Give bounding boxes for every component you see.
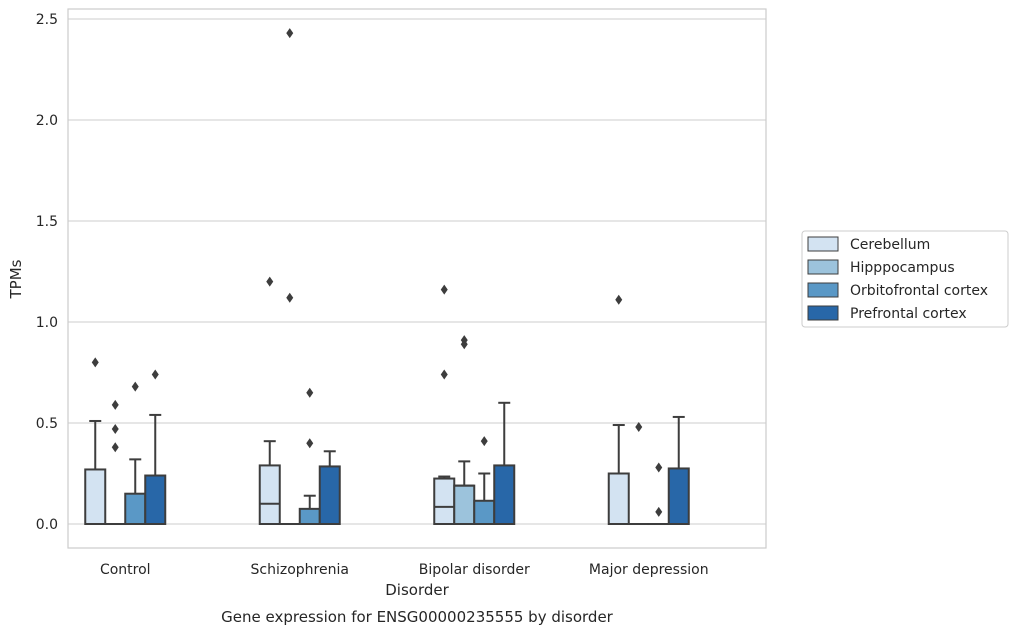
x-axis-title: Disorder	[385, 581, 449, 599]
box-body	[453, 484, 476, 525]
outlier-point	[111, 442, 119, 453]
box-hipppocampus	[104, 399, 127, 526]
legend: Cerebellum Hipppocampus Orbitofrontal cort…	[801, 230, 1009, 328]
y-tick-label: 2.5	[36, 12, 58, 28]
box-body	[144, 474, 167, 525]
box-body	[84, 468, 107, 525]
grid-lines	[68, 18, 766, 525]
box-body	[607, 472, 630, 525]
outlier-point	[111, 399, 119, 410]
box-prefrontal-cortex	[318, 450, 341, 525]
outlier-point	[655, 506, 663, 517]
box-orbitofrontal-cortex	[647, 462, 670, 526]
box-body	[124, 492, 147, 526]
legend-swatch	[807, 236, 839, 252]
box-cerebellum	[433, 284, 456, 525]
outlier-point	[655, 462, 663, 473]
chart-title: Gene expression for ENSG00000235555 by d…	[221, 608, 614, 626]
legend-swatch	[807, 282, 839, 298]
x-tick-label: Schizophrenia	[251, 562, 349, 578]
y-tick-label: 2.0	[36, 113, 58, 129]
legend-frame	[801, 230, 1009, 328]
outlier-point	[306, 438, 314, 449]
outlier-point	[91, 357, 99, 368]
y-axis-title: TPMs	[7, 259, 25, 299]
plot-frame	[67, 8, 767, 549]
box-orbitofrontal-cortex	[298, 387, 321, 526]
y-tick-label: 0.0	[36, 517, 58, 533]
box-orbitofrontal-cortex	[124, 381, 147, 526]
outlier-point	[440, 284, 448, 295]
box-cerebellum	[84, 357, 107, 525]
box-hipppocampus	[627, 422, 650, 526]
box-body	[318, 465, 341, 525]
box-body	[493, 464, 516, 526]
legend-swatch	[807, 259, 839, 275]
outlier-point	[306, 387, 314, 398]
box-prefrontal-cortex	[144, 369, 167, 525]
y-axis-tick-labels: 0.0 0.5 1.0 1.5 2.0 2.5	[36, 12, 58, 533]
outlier-point	[151, 369, 159, 380]
outlier-point	[131, 381, 139, 392]
outlier-point	[480, 436, 488, 447]
outlier-point	[615, 294, 623, 305]
box-cerebellum	[258, 276, 281, 526]
legend-swatch	[807, 305, 839, 321]
box-prefrontal-cortex	[493, 401, 516, 526]
y-tick-label: 0.5	[36, 416, 58, 432]
box-body	[298, 507, 321, 526]
y-tick-label: 1.5	[36, 214, 58, 230]
box-prefrontal-cortex	[667, 415, 690, 526]
x-tick-label: Control	[100, 562, 151, 578]
box-body	[667, 467, 690, 526]
box-hipppocampus	[278, 28, 301, 526]
outlier-point	[286, 28, 294, 39]
y-tick-label: 1.0	[36, 315, 58, 331]
x-tick-label: Bipolar disorder	[419, 562, 530, 578]
x-tick-label: Major depression	[589, 562, 709, 578]
box-body	[258, 464, 281, 526]
outlier-point	[460, 339, 468, 350]
box-cerebellum	[607, 294, 630, 525]
legend-label: Hipppocampus	[850, 260, 955, 276]
box-hipppocampus	[453, 335, 476, 525]
box-body	[433, 477, 456, 525]
legend-label: Prefrontal cortex	[850, 306, 967, 322]
legend-label: Orbitofrontal cortex	[850, 283, 988, 299]
outlier-point	[440, 369, 448, 380]
box-body	[473, 499, 496, 525]
box-series	[84, 28, 690, 526]
legend-label: Cerebellum	[850, 237, 930, 253]
box-orbitofrontal-cortex	[473, 436, 496, 525]
outlier-point	[286, 292, 294, 303]
x-axis-tick-labels: Control Schizophrenia Bipolar disorder Majo…	[100, 562, 709, 578]
outlier-point	[111, 424, 119, 435]
outlier-point	[635, 422, 643, 433]
outlier-point	[266, 276, 274, 287]
